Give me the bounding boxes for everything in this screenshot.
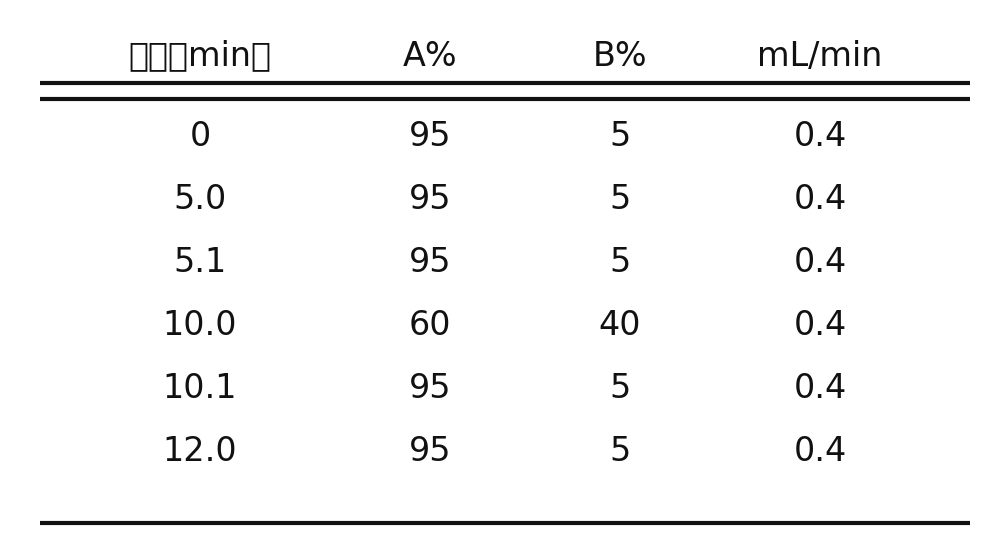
Text: 12.0: 12.0	[163, 435, 237, 468]
Text: 95: 95	[409, 246, 451, 279]
Text: 95: 95	[409, 120, 451, 153]
Text: 95: 95	[409, 183, 451, 216]
Text: 5.0: 5.0	[173, 183, 227, 216]
Text: 5.1: 5.1	[173, 246, 227, 279]
Text: 5: 5	[609, 120, 631, 153]
Text: 5: 5	[609, 246, 631, 279]
Text: A%: A%	[403, 40, 457, 73]
Text: 0.4: 0.4	[793, 309, 847, 342]
Text: 0.4: 0.4	[793, 435, 847, 468]
Text: 5: 5	[609, 372, 631, 405]
Text: 10.1: 10.1	[163, 372, 237, 405]
Text: 10.0: 10.0	[163, 309, 237, 342]
Text: 0.4: 0.4	[793, 120, 847, 153]
Text: 5: 5	[609, 183, 631, 216]
Text: B%: B%	[593, 40, 647, 73]
Text: 0.4: 0.4	[793, 183, 847, 216]
Text: 0.4: 0.4	[793, 372, 847, 405]
Text: 95: 95	[409, 435, 451, 468]
Text: 5: 5	[609, 435, 631, 468]
Text: 95: 95	[409, 372, 451, 405]
Text: 0.4: 0.4	[793, 246, 847, 279]
Text: mL/min: mL/min	[757, 40, 883, 73]
Text: 40: 40	[599, 309, 641, 342]
Text: 0: 0	[189, 120, 211, 153]
Text: 时间（min）: 时间（min）	[128, 40, 272, 73]
Text: 60: 60	[409, 309, 451, 342]
